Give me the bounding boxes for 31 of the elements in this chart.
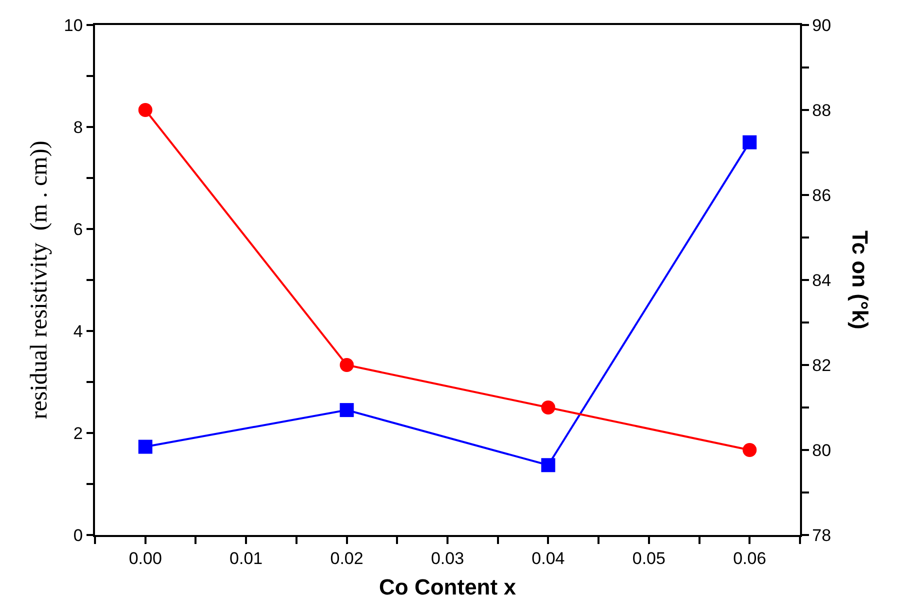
x-tick-label: 0.01 bbox=[230, 549, 263, 568]
y2-tick-label: 78 bbox=[812, 526, 832, 545]
y-tick-label: 8 bbox=[73, 118, 83, 137]
x-tick-label: 0.04 bbox=[532, 549, 565, 568]
point bbox=[742, 443, 757, 457]
y2-tick-label: 82 bbox=[812, 356, 832, 375]
point bbox=[742, 135, 757, 150]
y-tick-label: 0 bbox=[73, 526, 83, 545]
y-tick-label: 4 bbox=[73, 322, 83, 341]
x-tick-label: 0.06 bbox=[733, 549, 766, 568]
y-tick-label: 2 bbox=[73, 424, 83, 443]
point bbox=[340, 403, 354, 418]
y-tick-label: 10 bbox=[64, 16, 83, 35]
y-axis-title: residual resistivity (m . cm)) bbox=[26, 140, 53, 420]
point bbox=[541, 458, 556, 472]
y-tick-label: 6 bbox=[73, 220, 83, 239]
y2-tick-label: 84 bbox=[812, 270, 832, 290]
point bbox=[138, 440, 152, 454]
point bbox=[541, 400, 556, 414]
y2-tick-label: 80 bbox=[812, 440, 832, 460]
y2-tick-label: 90 bbox=[812, 16, 832, 35]
x-tick-label: 0.05 bbox=[632, 549, 666, 568]
x-tick-label: 0.02 bbox=[330, 549, 364, 568]
x-tick-label: 0.00 bbox=[128, 549, 162, 568]
x-axis-title: Co Content x bbox=[379, 574, 517, 600]
y2-axis-title: Tc on (°k) bbox=[848, 230, 872, 330]
y2-tick-label: 86 bbox=[812, 186, 832, 205]
y2-tick-label: 88 bbox=[812, 100, 832, 120]
point bbox=[138, 103, 152, 117]
x-tick-label: 0.03 bbox=[430, 549, 464, 568]
point bbox=[340, 358, 354, 372]
